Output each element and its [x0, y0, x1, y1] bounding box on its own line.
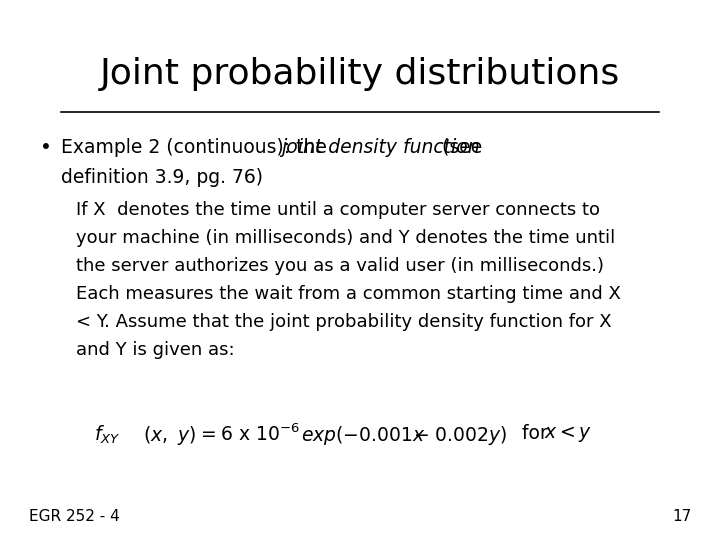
Text: your machine (in milliseconds) and Y denotes the time until: your machine (in milliseconds) and Y den…	[76, 229, 615, 247]
Text: •: •	[40, 138, 51, 157]
Text: < Y. Assume that the joint probability density function for X: < Y. Assume that the joint probability d…	[76, 313, 611, 331]
Text: and Y is given as:: and Y is given as:	[76, 341, 234, 359]
Text: definition 3.9, pg. 76): definition 3.9, pg. 76)	[61, 168, 264, 187]
Text: Each measures the wait from a common starting time and X: Each measures the wait from a common sta…	[76, 285, 621, 303]
Text: joint density function: joint density function	[281, 138, 480, 157]
Text: $\mathit{- \ 0.002y)}$: $\mathit{- \ 0.002y)}$	[413, 424, 507, 447]
Text: $\mathit{f}_{XY}$: $\mathit{f}_{XY}$	[94, 424, 120, 446]
Text: (see: (see	[436, 138, 482, 157]
Text: If X  denotes the time until a computer server connects to: If X denotes the time until a computer s…	[76, 201, 600, 219]
Text: Joint probability distributions: Joint probability distributions	[100, 57, 620, 91]
Text: $= 6\ \mathrm{x}\ 10^{-6}$: $= 6\ \mathrm{x}\ 10^{-6}$	[197, 424, 300, 446]
Text: the server authorizes you as a valid user (in milliseconds.): the server authorizes you as a valid use…	[76, 257, 603, 275]
Text: for: for	[492, 424, 554, 443]
Text: $\mathit{x < y}$: $\mathit{x < y}$	[544, 424, 592, 444]
Text: $\mathit{exp(-0.001x}$: $\mathit{exp(-0.001x}$	[301, 424, 426, 447]
Text: $\mathit{(x,\ y)}$: $\mathit{(x,\ y)}$	[143, 424, 195, 447]
Text: Example 2 (continuous): the: Example 2 (continuous): the	[61, 138, 333, 157]
Text: EGR 252 - 4: EGR 252 - 4	[29, 509, 120, 524]
Text: 17: 17	[672, 509, 691, 524]
